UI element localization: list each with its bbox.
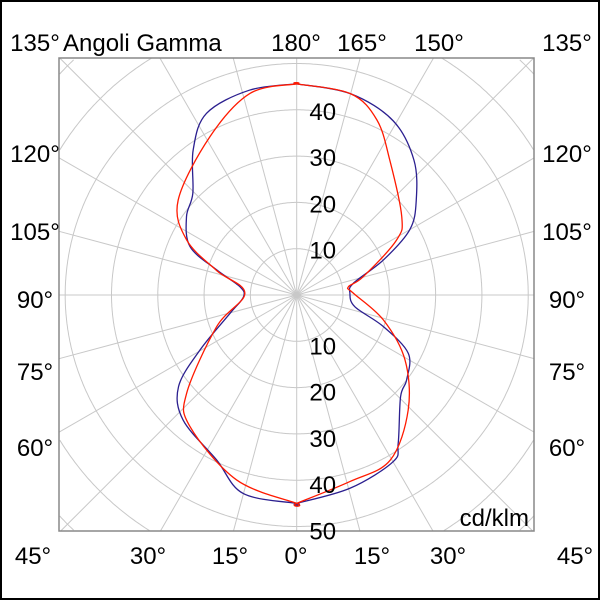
grid-spoke bbox=[159, 57, 298, 296]
angle-label-bottom: 15° bbox=[212, 543, 248, 570]
angle-label-left: 90° bbox=[17, 287, 53, 314]
grid-spoke bbox=[232, 57, 298, 296]
angle-label-left: 60° bbox=[17, 435, 53, 462]
angle-label-right: 105° bbox=[542, 219, 592, 246]
grid-ring bbox=[59, 515, 74, 531]
grid-spoke bbox=[296, 294, 535, 360]
radial-tick-label: 20 bbox=[309, 380, 336, 407]
radial-tick-label: 50 bbox=[309, 519, 336, 546]
grid-spoke bbox=[296, 57, 361, 296]
radial-tick-label: 30 bbox=[309, 145, 336, 172]
angle-label-bottom: 45° bbox=[557, 543, 593, 570]
grid-ring bbox=[519, 59, 535, 75]
grid-ring bbox=[59, 439, 150, 532]
radial-tick-label: 20 bbox=[309, 191, 336, 218]
angle-label-left: 75° bbox=[17, 359, 53, 386]
grid-spoke bbox=[58, 294, 297, 433]
angle-label-right: 90° bbox=[549, 287, 585, 314]
chart-title: Angoli Gamma bbox=[63, 30, 222, 57]
angle-label-top: 150° bbox=[414, 30, 464, 57]
grid-spoke bbox=[58, 294, 297, 360]
grid-spoke bbox=[296, 57, 535, 296]
radial-tick-label: 40 bbox=[309, 472, 336, 499]
angle-label-bottom: 30° bbox=[430, 543, 466, 570]
grid-spoke bbox=[296, 230, 535, 296]
grid-spoke bbox=[60, 294, 298, 532]
angle-label-left: 120° bbox=[10, 141, 60, 168]
series-curve-red bbox=[176, 82, 411, 507]
angle-label-right: 60° bbox=[549, 435, 585, 462]
grid-spoke bbox=[58, 230, 297, 296]
radial-tick-label: 40 bbox=[309, 99, 336, 126]
grid-ring bbox=[519, 515, 535, 531]
grid-spoke bbox=[58, 157, 297, 296]
grid-ring bbox=[443, 439, 535, 532]
plot-box bbox=[58, 57, 535, 532]
grid-spoke bbox=[232, 294, 298, 532]
grid-spoke bbox=[59, 57, 298, 296]
grid-ring bbox=[59, 59, 74, 75]
unit-label: cd/klm bbox=[460, 505, 529, 532]
angle-label-top: 135° bbox=[10, 30, 60, 57]
grid-spoke bbox=[296, 294, 361, 532]
curves bbox=[176, 82, 418, 507]
angle-label-top: 180° bbox=[271, 30, 321, 57]
grid-spoke bbox=[296, 57, 434, 296]
grid-spoke bbox=[296, 294, 534, 532]
radial-tick-label: 30 bbox=[309, 426, 336, 453]
grid-spoke bbox=[296, 157, 535, 296]
grid-spoke bbox=[296, 294, 434, 532]
angle-label-bottom: 0° bbox=[285, 543, 308, 570]
polar-grid bbox=[58, 57, 535, 532]
angle-label-top: 165° bbox=[337, 30, 387, 57]
grid-spoke bbox=[296, 294, 535, 433]
angle-label-bottom: 15° bbox=[354, 543, 390, 570]
angle-label-top: 135° bbox=[542, 30, 592, 57]
angle-label-left: 105° bbox=[10, 219, 60, 246]
angle-label-right: 75° bbox=[549, 359, 585, 386]
angle-label-bottom: 45° bbox=[15, 543, 51, 570]
angle-label-bottom: 30° bbox=[130, 543, 166, 570]
grid-spoke bbox=[160, 294, 298, 532]
radial-tick-label: 10 bbox=[309, 238, 336, 265]
angle-label-right: 120° bbox=[542, 141, 592, 168]
radial-tick-label: 10 bbox=[309, 333, 336, 360]
